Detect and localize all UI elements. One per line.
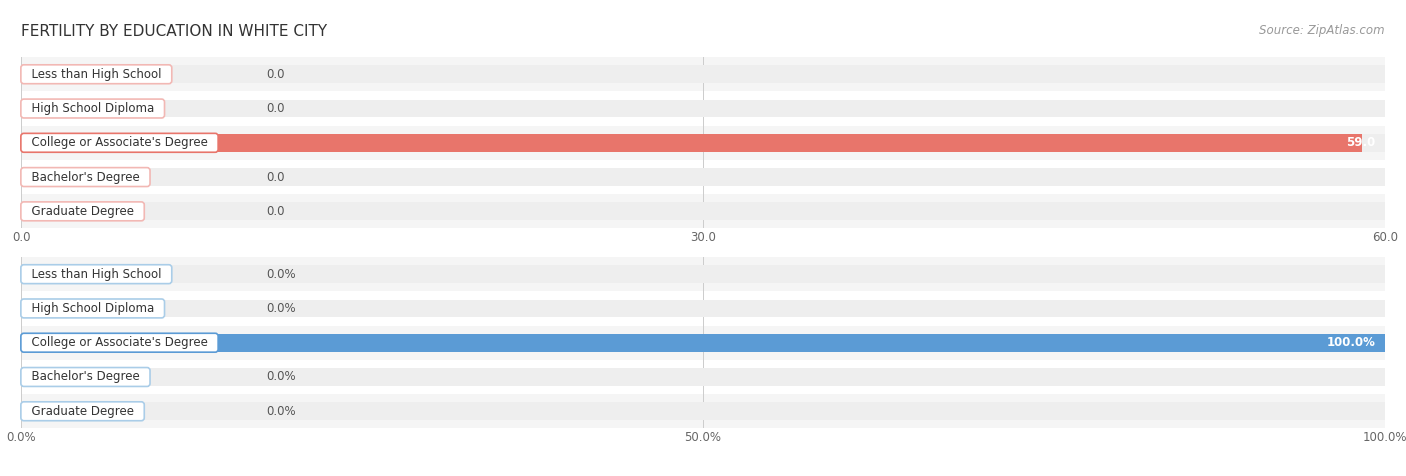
Text: Graduate Degree: Graduate Degree [24, 405, 142, 418]
Bar [21, 134, 1385, 152]
Text: 0.0: 0.0 [267, 102, 285, 115]
Text: 100.0%: 100.0% [1326, 336, 1375, 349]
Text: High School Diploma: High School Diploma [24, 302, 162, 315]
Bar [21, 194, 1385, 228]
Text: Less than High School: Less than High School [24, 68, 169, 81]
Text: Bachelor's Degree: Bachelor's Degree [24, 370, 148, 384]
Text: 0.0%: 0.0% [267, 302, 297, 315]
Text: College or Associate's Degree: College or Associate's Degree [24, 136, 215, 149]
Text: 0.0%: 0.0% [267, 405, 297, 418]
Text: Less than High School: Less than High School [24, 268, 169, 281]
Bar [21, 394, 1385, 428]
Bar [21, 99, 1385, 118]
Bar [21, 134, 1362, 152]
Bar [21, 65, 1385, 83]
Bar [21, 57, 1385, 91]
Text: FERTILITY BY EDUCATION IN WHITE CITY: FERTILITY BY EDUCATION IN WHITE CITY [21, 24, 328, 39]
Bar [21, 126, 1385, 160]
Text: Graduate Degree: Graduate Degree [24, 205, 142, 218]
Text: 0.0: 0.0 [267, 68, 285, 81]
Text: 59.0: 59.0 [1346, 136, 1375, 149]
Bar [21, 326, 1385, 360]
Text: High School Diploma: High School Diploma [24, 102, 162, 115]
Bar [21, 160, 1385, 194]
Text: 0.0%: 0.0% [267, 370, 297, 384]
Text: College or Associate's Degree: College or Associate's Degree [24, 336, 215, 349]
Bar [21, 91, 1385, 126]
Text: Bachelor's Degree: Bachelor's Degree [24, 170, 148, 184]
Bar [21, 168, 1385, 186]
Bar [21, 202, 1385, 220]
Bar [21, 360, 1385, 394]
Bar [21, 334, 1385, 352]
Bar [21, 299, 1385, 317]
Text: 0.0: 0.0 [267, 205, 285, 218]
Bar [21, 291, 1385, 326]
Text: Source: ZipAtlas.com: Source: ZipAtlas.com [1260, 24, 1385, 37]
Bar [21, 402, 1385, 420]
Text: 0.0%: 0.0% [267, 268, 297, 281]
Text: 0.0: 0.0 [267, 170, 285, 184]
Bar [21, 334, 1385, 352]
Bar [21, 368, 1385, 386]
Bar [21, 265, 1385, 283]
Bar [21, 257, 1385, 291]
